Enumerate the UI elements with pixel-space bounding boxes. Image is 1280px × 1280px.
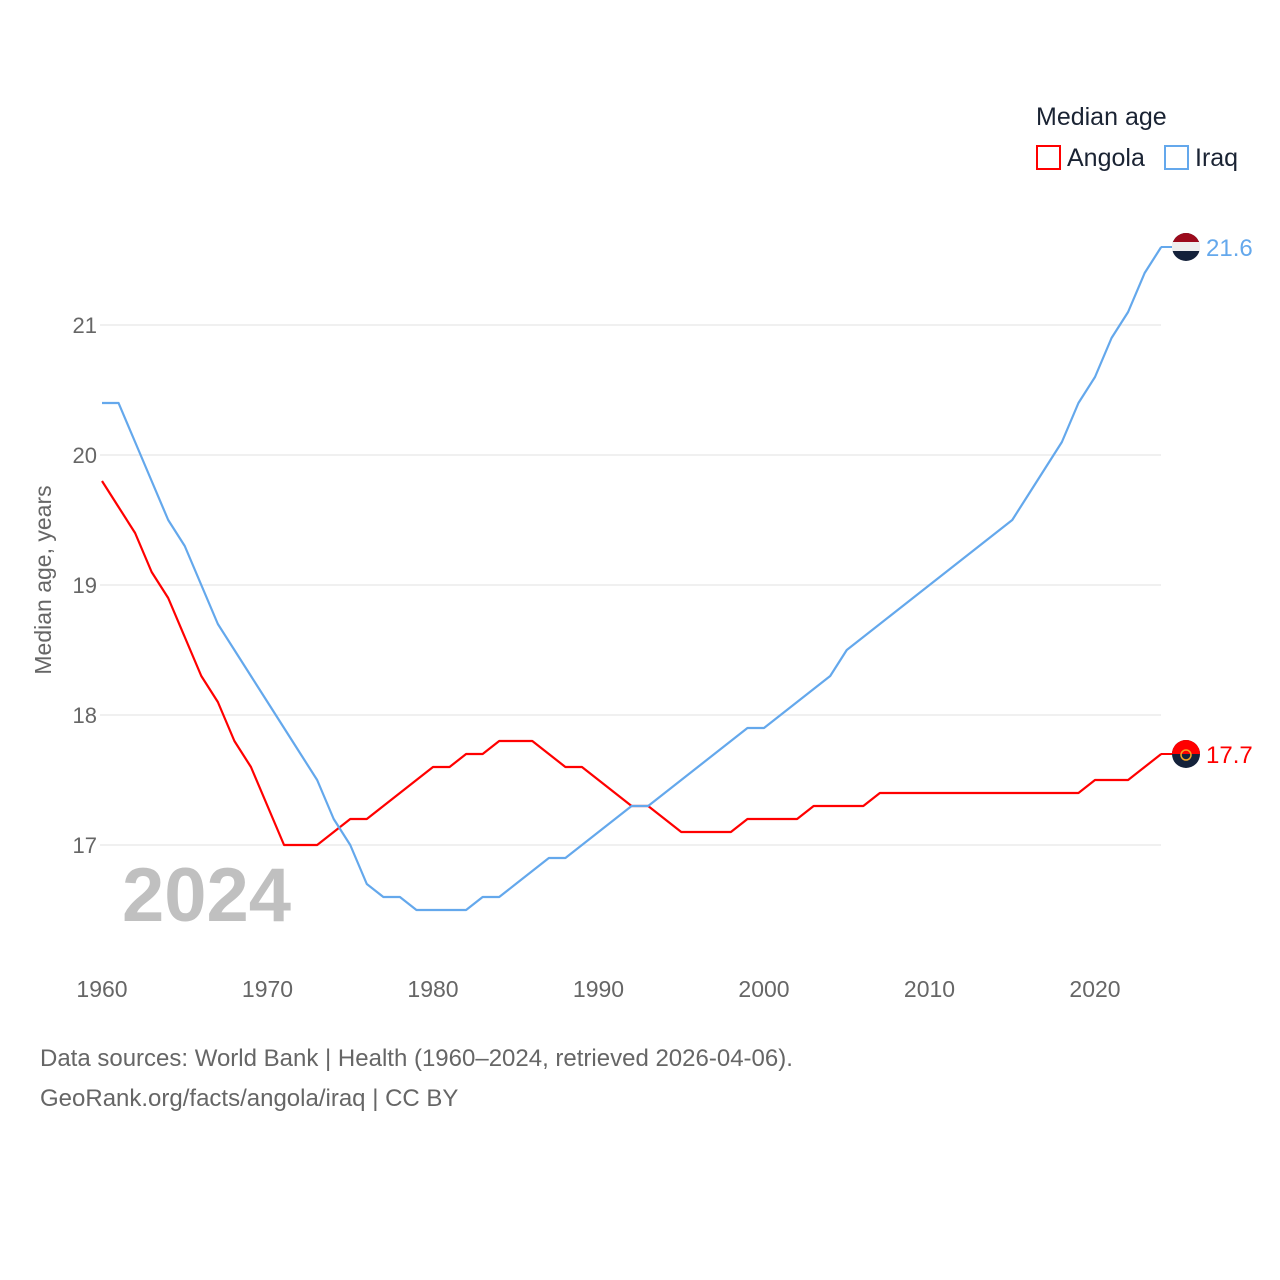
series-line-angola	[101, 480, 1162, 847]
y-tick-label: 20	[73, 443, 97, 468]
year-watermark: 2024	[122, 853, 291, 938]
attribution-link[interactable]: GeoRank.org/facts/angola/iraq | CC BY	[40, 1085, 459, 1112]
y-tick-label: 17	[73, 833, 97, 858]
x-tick-label: 1980	[407, 976, 458, 1002]
legend-title: Median age	[1036, 103, 1167, 131]
legend-label-iraq: Iraq	[1195, 144, 1238, 172]
y-tick-label: 19	[73, 573, 97, 598]
y-axis-label: Median age, years	[30, 485, 56, 674]
end-value-label: 17.7	[1206, 742, 1253, 769]
legend-label-angola: Angola	[1067, 144, 1145, 172]
data-source-text: Data sources: World Bank | Health (1960–…	[40, 1045, 793, 1072]
x-tick-label: 2000	[738, 976, 789, 1002]
y-tick-label: 21	[73, 313, 97, 338]
end-value-label: 21.6	[1206, 235, 1253, 262]
x-tick-label: 1990	[573, 976, 624, 1002]
y-tick-label: 18	[73, 703, 97, 728]
x-tick-label: 2020	[1069, 976, 1120, 1002]
x-tick-label: 1970	[242, 976, 293, 1002]
flag-top-half	[1172, 740, 1200, 754]
flag-white-band	[1172, 242, 1200, 251]
legend-swatch-angola	[1036, 145, 1061, 170]
flag-emblem	[1180, 749, 1192, 761]
legend-swatch-iraq	[1164, 145, 1189, 170]
series-line-iraq	[102, 246, 1163, 912]
x-tick-label: 1960	[76, 976, 127, 1002]
x-tick-label: 2010	[904, 976, 955, 1002]
